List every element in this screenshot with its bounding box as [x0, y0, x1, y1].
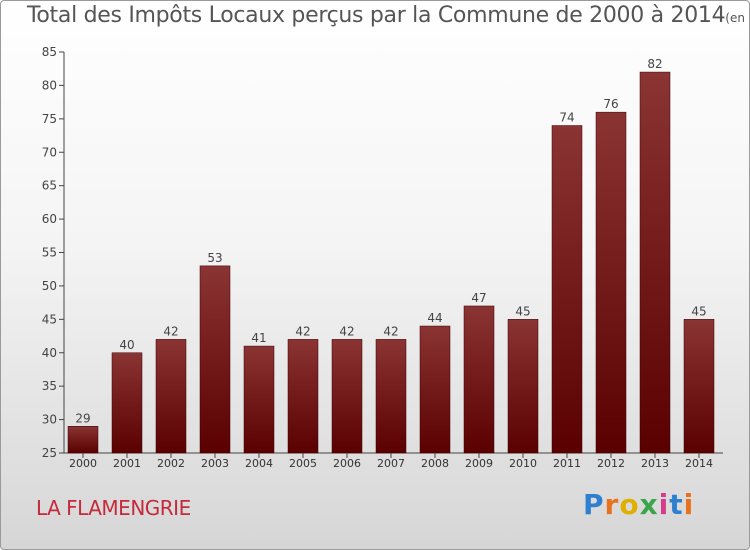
bar-value-label: 76	[603, 97, 618, 111]
y-tick-label: 65	[42, 179, 57, 193]
y-tick-label: 45	[42, 312, 57, 326]
bar-value-label: 45	[691, 304, 706, 318]
chart-unit: (en milliers d'€)	[725, 11, 749, 25]
bar-value-label: 42	[383, 324, 398, 338]
x-tick-label: 2014	[685, 457, 713, 470]
chart-title: Total des Impôts Locaux perçus par la Co…	[27, 3, 749, 28]
bar	[199, 265, 231, 454]
bar-value-label: 44	[427, 311, 442, 325]
bar	[331, 339, 363, 454]
logo-letter: i	[683, 488, 695, 521]
y-tick-label: 60	[42, 212, 57, 226]
x-tick-label: 2011	[553, 457, 581, 470]
proxiti-logo: Proxiti	[583, 488, 694, 521]
logo-letter: x	[639, 488, 659, 521]
bar	[243, 345, 275, 454]
y-tick-label: 35	[42, 379, 57, 393]
bar	[639, 71, 671, 454]
x-tick-label: 2004	[245, 457, 273, 470]
bar	[111, 352, 143, 454]
y-tick-label: 25	[42, 446, 57, 460]
y-tick-label: 75	[42, 112, 57, 126]
y-tick-label: 30	[42, 413, 57, 427]
bar-value-label: 42	[339, 324, 354, 338]
bar	[419, 325, 451, 454]
x-tick-label: 2010	[509, 457, 537, 470]
x-tick-label: 2008	[421, 457, 449, 470]
x-tick-label: 2006	[333, 457, 361, 470]
y-tick-label: 55	[42, 246, 57, 260]
bar	[463, 305, 495, 454]
bar-value-label: 47	[471, 291, 486, 305]
bar-value-label: 74	[559, 111, 574, 125]
x-tick-label: 2002	[157, 457, 185, 470]
bar-value-label: 40	[119, 338, 134, 352]
bar	[507, 319, 539, 454]
y-tick-label: 85	[42, 45, 57, 59]
bar	[287, 339, 319, 454]
bar	[375, 339, 407, 454]
x-tick-label: 2001	[113, 457, 141, 470]
bar	[67, 426, 99, 454]
x-tick-label: 2009	[465, 457, 493, 470]
bar-value-label: 29	[75, 411, 90, 425]
bar-value-label: 42	[295, 324, 310, 338]
bar	[595, 111, 627, 454]
logo-letter: r	[604, 488, 620, 521]
bar	[155, 339, 187, 454]
bar	[683, 319, 715, 454]
chart-title-text: Total des Impôts Locaux perçus par la Co…	[27, 3, 726, 28]
y-tick-label: 70	[42, 145, 57, 159]
x-tick-label: 2013	[641, 457, 669, 470]
bar-value-label: 53	[207, 251, 222, 265]
bar	[551, 125, 583, 454]
logo-letter: t	[669, 488, 684, 521]
logo-letter: P	[583, 488, 605, 521]
bar-value-label: 41	[251, 331, 266, 345]
bar-value-label: 42	[163, 324, 178, 338]
x-tick-label: 2003	[201, 457, 229, 470]
logo-letter: i	[658, 488, 670, 521]
y-tick-label: 80	[42, 78, 57, 92]
x-tick-label: 2005	[289, 457, 317, 470]
x-tick-label: 2007	[377, 457, 405, 470]
y-tick-label: 50	[42, 279, 57, 293]
logo-letter: o	[619, 488, 640, 521]
y-tick-label: 40	[42, 346, 57, 360]
commune-name: LA FLAMENGRIE	[36, 496, 191, 520]
bar-value-label: 82	[647, 57, 662, 71]
x-tick-label: 2000	[69, 457, 97, 470]
x-tick-label: 2012	[597, 457, 625, 470]
bar-value-label: 45	[515, 304, 530, 318]
